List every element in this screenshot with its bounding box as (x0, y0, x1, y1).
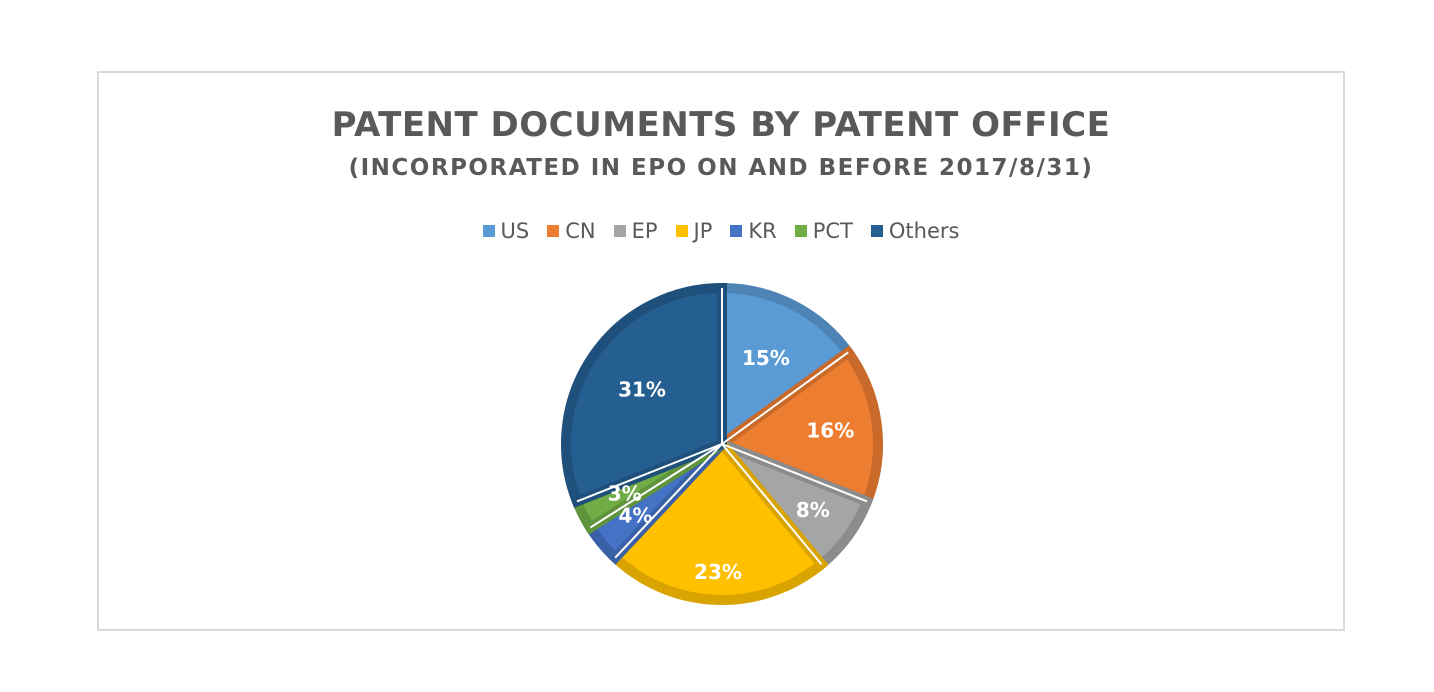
legend-item-us: US (482, 219, 530, 243)
slice-separator (614, 443, 723, 559)
legend-label: EP (631, 219, 658, 243)
legend-swatch (547, 225, 560, 237)
pie-slice-jp (608, 436, 829, 605)
slice-separator (721, 443, 823, 565)
legend-item-jp: JP (675, 219, 713, 243)
legend-swatch (482, 225, 495, 237)
legend-swatch (794, 225, 807, 237)
chart-legend: US CN EP JP KR PCT Others (99, 219, 1343, 243)
data-label-us: 15% (742, 346, 790, 370)
pie-slice-others (561, 282, 727, 508)
chart-subtitle: (INCORPORATED IN EPO ON AND BEFORE 2017/… (348, 155, 1094, 181)
slice-separator (721, 443, 868, 503)
legend-label: Others (888, 219, 960, 243)
data-label-cn: 16% (806, 418, 854, 442)
pie-slice-cn (711, 345, 883, 508)
legend-item-kr: KR (730, 219, 777, 243)
legend-swatch (675, 225, 688, 237)
legend-label: PCT (812, 219, 853, 243)
pie-slice-us (717, 282, 856, 454)
legend-item-cn: CN (547, 219, 596, 243)
legend-item-pct: PCT (794, 219, 853, 243)
data-label-others: 31% (618, 378, 666, 402)
data-label-pct: 3% (608, 482, 642, 506)
chart-title: PATENT DOCUMENTS BY PATENT OFFICE (331, 105, 1111, 145)
legend-label: US (500, 219, 530, 243)
legend-swatch (870, 225, 883, 237)
slice-separator (721, 351, 849, 445)
legend-swatch (730, 225, 743, 237)
slice-separator (576, 443, 723, 503)
data-label-kr: 4% (618, 504, 652, 528)
legend-item-others: Others (870, 219, 960, 243)
legend-label: KR (748, 219, 777, 243)
data-label-jp: 23% (694, 560, 742, 584)
data-label-ep: 8% (796, 498, 830, 522)
legend-item-ep: EP (613, 219, 658, 243)
legend-label: JP (693, 219, 713, 243)
legend-label: CN (565, 219, 596, 243)
slice-separator (589, 443, 723, 529)
legend-swatch (613, 225, 626, 237)
